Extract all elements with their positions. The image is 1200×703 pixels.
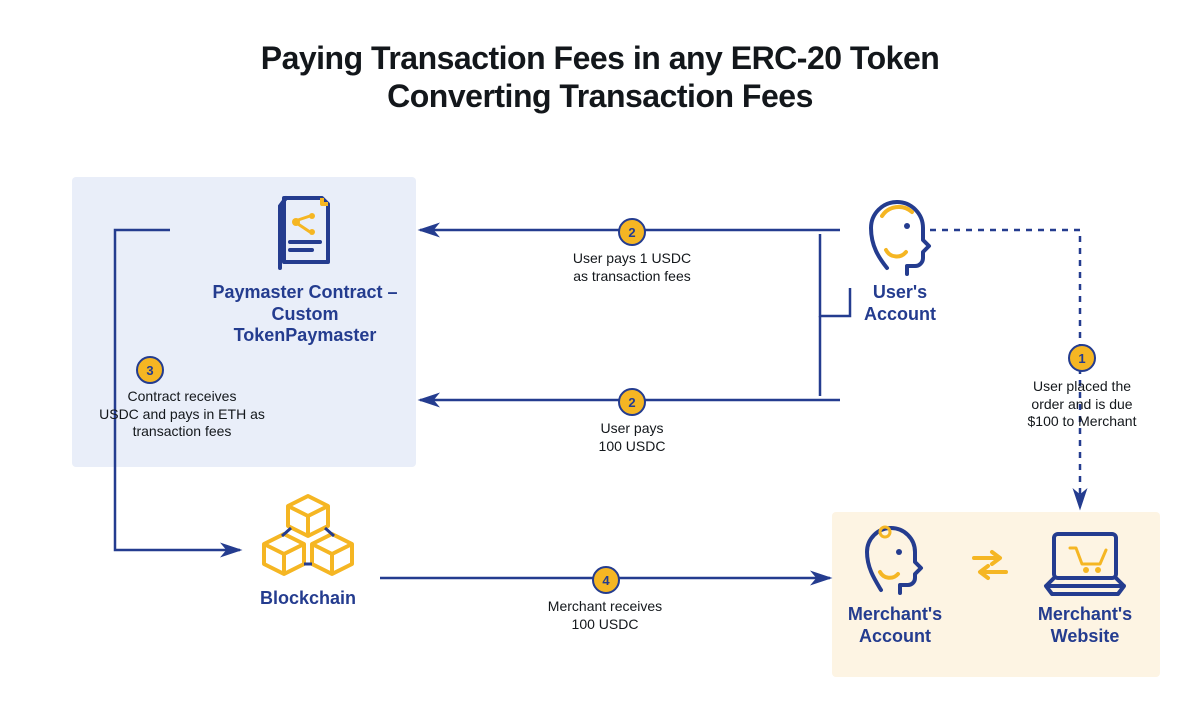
- laptop-icon: [1040, 528, 1130, 600]
- step4-l2: 100 USDC: [572, 616, 639, 632]
- step2a-text: User pays 1 USDC as transaction fees: [542, 250, 722, 285]
- step2b-l1: User pays: [600, 420, 663, 436]
- blockchain-label: Blockchain: [248, 588, 368, 610]
- merchant-head-icon: [858, 524, 924, 598]
- badge-4: 4: [592, 566, 620, 594]
- merchant-account-label: Merchant's Account: [840, 604, 950, 647]
- step1-l3: $100 to Merchant: [1028, 413, 1137, 429]
- step1-l2: order and is due: [1031, 396, 1132, 412]
- contract-icon: [268, 192, 338, 272]
- badge-2b: 2: [618, 388, 646, 416]
- blockchain-icon: [258, 492, 358, 582]
- step1-l1: User placed the: [1033, 378, 1131, 394]
- user-head-icon: [862, 196, 932, 276]
- step3-text: Contract receives USDC and pays in ETH a…: [82, 388, 282, 441]
- step4-text: Merchant receives 100 USDC: [530, 598, 680, 633]
- merchant-website-label: Merchant's Website: [1030, 604, 1140, 647]
- diagram-stage: Paying Transaction Fees in any ERC-20 To…: [0, 0, 1200, 703]
- step2b-l2: 100 USDC: [599, 438, 666, 454]
- swap-icon: [968, 548, 1012, 582]
- step1-text: User placed the order and is due $100 to…: [1012, 378, 1152, 431]
- edge-user-website: [930, 230, 1080, 508]
- paymaster-label: Paymaster Contract – Custom TokenPaymast…: [200, 282, 410, 347]
- badge-3: 3: [136, 356, 164, 384]
- badge-1: 1: [1068, 344, 1096, 372]
- badge-2a: 2: [618, 218, 646, 246]
- step3-l1: Contract receives: [128, 388, 237, 404]
- step2b-text: User pays 100 USDC: [572, 420, 692, 455]
- step3-l2: USDC and pays in ETH as: [99, 406, 265, 422]
- step2a-l1: User pays 1 USDC: [573, 250, 691, 266]
- step3-l3: transaction fees: [133, 423, 232, 439]
- user-account-label: User's Account: [840, 282, 960, 325]
- step4-l1: Merchant receives: [548, 598, 662, 614]
- step2a-l2: as transaction fees: [573, 268, 691, 284]
